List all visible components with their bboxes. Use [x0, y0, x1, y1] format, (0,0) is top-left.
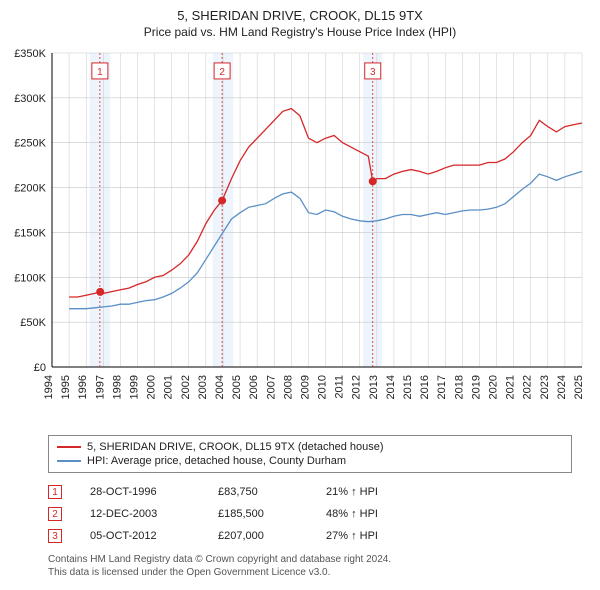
- x-axis-label: 2014: [385, 375, 397, 399]
- x-axis-label: 1994: [43, 375, 55, 399]
- sale-point: [369, 177, 377, 185]
- x-axis-label: 2006: [248, 375, 260, 399]
- x-axis-label: 2007: [265, 375, 277, 399]
- x-axis-label: 2015: [402, 375, 414, 399]
- x-axis-label: 1997: [94, 375, 106, 399]
- x-axis-label: 2002: [180, 375, 192, 399]
- legend-label: HPI: Average price, detached house, Coun…: [87, 455, 346, 467]
- x-axis-label: 2004: [214, 375, 226, 399]
- sale-point: [218, 197, 226, 205]
- x-axis-label: 1998: [111, 375, 123, 399]
- sale-date: 28-OCT-1996: [90, 486, 190, 498]
- x-axis-label: 2017: [436, 375, 448, 399]
- sales-table: 1 28-OCT-1996 £83,750 21% ↑ HPI 2 12-DEC-2003…: [48, 481, 572, 547]
- sale-row: 3 05-OCT-2012 £207,000 27% ↑ HPI: [48, 525, 572, 547]
- sale-marker-num: 1: [97, 67, 103, 78]
- sale-price: £185,500: [218, 508, 298, 520]
- sale-vs-hpi: 21% ↑ HPI: [326, 486, 378, 498]
- x-axis-label: 2012: [351, 375, 363, 399]
- y-axis-label: £50K: [20, 317, 46, 329]
- y-axis-label: £350K: [14, 48, 46, 60]
- sale-marker-num: 3: [370, 67, 376, 78]
- sale-row: 2 12-DEC-2003 £185,500 48% ↑ HPI: [48, 503, 572, 525]
- x-axis-label: 2000: [146, 375, 158, 399]
- x-axis-label: 2001: [163, 375, 175, 399]
- x-axis-label: 1995: [60, 375, 72, 399]
- x-axis-label: 2013: [368, 375, 380, 399]
- x-axis-label: 2005: [231, 375, 243, 399]
- x-axis-label: 2009: [299, 375, 311, 399]
- chart-svg: £0 £50K £100K £150K £200K £250K £300K £350K 1994…: [8, 47, 592, 427]
- y-axis-label: £100K: [14, 272, 46, 284]
- sale-point: [96, 288, 104, 296]
- chart-area: £0 £50K £100K £150K £200K £250K £300K £350K 1994…: [8, 47, 592, 427]
- x-axis-label: 2003: [197, 375, 209, 399]
- y-axis-label: £300K: [14, 93, 46, 105]
- legend-label: 5, SHERIDAN DRIVE, CROOK, DL15 9TX (deta…: [87, 441, 384, 453]
- attribution: Contains HM Land Registry data © Crown c…: [48, 553, 572, 579]
- chart-title: 5, SHERIDAN DRIVE, CROOK, DL15 9TX: [8, 8, 592, 23]
- x-axis-label: 2019: [470, 375, 482, 399]
- x-axis-label: 1996: [77, 375, 89, 399]
- y-axis-label: £200K: [14, 183, 46, 195]
- x-axis-label: 2021: [505, 375, 517, 399]
- x-axis-label: 1999: [128, 375, 140, 399]
- legend: 5, SHERIDAN DRIVE, CROOK, DL15 9TX (deta…: [48, 435, 572, 473]
- x-axis-label: 2008: [282, 375, 294, 399]
- x-axis-label: 2022: [522, 375, 534, 399]
- sale-date: 12-DEC-2003: [90, 508, 190, 520]
- x-axis-label: 2020: [488, 375, 500, 399]
- legend-row: 5, SHERIDAN DRIVE, CROOK, DL15 9TX (deta…: [57, 440, 563, 454]
- x-axis-label: 2010: [317, 375, 329, 399]
- x-axis-label: 2016: [419, 375, 431, 399]
- x-axis-label: 2024: [556, 375, 568, 399]
- sale-marker-icon: 1: [48, 485, 62, 499]
- y-axis-label: £150K: [14, 227, 46, 239]
- sale-date: 05-OCT-2012: [90, 530, 190, 542]
- chart-subtitle: Price paid vs. HM Land Registry's House …: [8, 25, 592, 39]
- sale-price: £83,750: [218, 486, 298, 498]
- sale-vs-hpi: 48% ↑ HPI: [326, 508, 378, 520]
- x-axis-label: 2025: [573, 375, 585, 399]
- x-axis-label: 2018: [453, 375, 465, 399]
- sale-marker-icon: 3: [48, 529, 62, 543]
- y-axis-label: £0: [34, 362, 46, 374]
- sale-marker-icon: 2: [48, 507, 62, 521]
- attribution-line2: This data is licensed under the Open Gov…: [48, 566, 572, 579]
- x-axis-label: 2023: [539, 375, 551, 399]
- sale-vs-hpi: 27% ↑ HPI: [326, 530, 378, 542]
- attribution-line1: Contains HM Land Registry data © Crown c…: [48, 553, 572, 566]
- legend-swatch: [57, 460, 81, 462]
- x-axis-label: 2011: [334, 375, 346, 399]
- sale-row: 1 28-OCT-1996 £83,750 21% ↑ HPI: [48, 481, 572, 503]
- legend-row: HPI: Average price, detached house, Coun…: [57, 454, 563, 468]
- y-axis-label: £250K: [14, 138, 46, 150]
- sale-price: £207,000: [218, 530, 298, 542]
- sale-marker-num: 2: [219, 67, 225, 78]
- legend-swatch: [57, 446, 81, 448]
